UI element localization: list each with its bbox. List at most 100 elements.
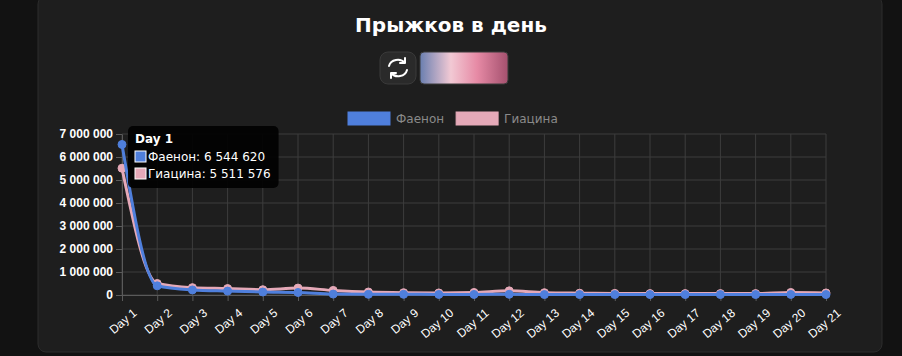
y-tick: 5 000 000 — [60, 173, 122, 187]
grid-line-x — [438, 134, 439, 295]
legend: Фаенон Гиацина — [348, 112, 558, 126]
legend-label[interactable]: Гиацина — [504, 112, 558, 126]
x-tick: Day 1 — [107, 295, 140, 337]
y-tick-label: 7 000 000 — [60, 127, 114, 141]
point[interactable] — [716, 291, 724, 299]
point[interactable] — [224, 287, 232, 295]
legend-item[interactable]: Гиацина — [456, 112, 558, 126]
grid-line-x — [474, 134, 475, 295]
point[interactable] — [118, 140, 126, 148]
x-tick-label: Day 1 — [107, 306, 140, 337]
axis-line — [122, 135, 123, 296]
x-tick-label: Day 7 — [318, 306, 351, 337]
thumbnail[interactable] — [420, 52, 508, 84]
point[interactable] — [540, 291, 548, 299]
grid-line-x — [579, 134, 580, 295]
tick-mark — [228, 295, 229, 301]
x-tick-label: Day 9 — [388, 306, 421, 337]
point[interactable] — [716, 290, 724, 298]
x-tick-label: Day 21 — [805, 306, 843, 341]
x-tick: Day 2 — [142, 295, 175, 337]
x-tick-label: Day 2 — [142, 306, 175, 337]
point[interactable] — [611, 291, 619, 299]
x-tick: Day 5 — [247, 295, 280, 337]
x-tick: Day 19 — [735, 295, 773, 341]
tick-mark — [122, 295, 123, 301]
x-tick-label: Day 19 — [735, 306, 773, 341]
y-axis: 01 000 0002 000 0003 000 0004 000 0005 0… — [60, 127, 123, 302]
point[interactable] — [752, 291, 760, 299]
grid-line-x — [509, 134, 510, 295]
y-tick-label: 1 000 000 — [60, 265, 114, 279]
x-tick: Day 11 — [454, 295, 492, 341]
point[interactable] — [787, 290, 795, 298]
point[interactable] — [364, 290, 372, 298]
x-tick: Day 7 — [318, 295, 351, 337]
y-tick: 7 000 000 — [60, 127, 122, 141]
x-tick-label: Day 13 — [524, 306, 562, 341]
refresh-icon[interactable] — [389, 58, 407, 78]
point[interactable] — [329, 290, 337, 298]
y-tick: 0 — [106, 288, 122, 302]
point[interactable] — [752, 290, 760, 298]
x-tick: Day 16 — [629, 295, 667, 341]
tooltip-line: Гиацина: 5 511 576 — [148, 167, 271, 181]
grid-line-x — [650, 134, 651, 295]
point[interactable] — [259, 288, 267, 296]
tick-mark — [116, 203, 122, 204]
y-tick: 2 000 000 — [60, 242, 122, 256]
x-tick: Day 21 — [805, 295, 843, 341]
y-tick-label: 4 000 000 — [60, 196, 114, 210]
point[interactable] — [153, 282, 161, 290]
point[interactable] — [294, 288, 302, 296]
grid-line-x — [755, 134, 756, 295]
legend-item[interactable]: Фаенон — [348, 112, 444, 126]
tick-mark — [116, 249, 122, 250]
grid-line-x — [720, 134, 721, 295]
point[interactable] — [681, 290, 689, 298]
button-bg[interactable] — [380, 52, 416, 84]
x-tick: Day 12 — [489, 295, 527, 341]
point[interactable] — [505, 290, 513, 298]
y-tick: 4 000 000 — [60, 196, 122, 210]
tooltip-line: Фаенон: 6 544 620 — [148, 150, 265, 164]
grid — [122, 134, 826, 295]
point[interactable] — [470, 290, 478, 298]
point[interactable] — [646, 291, 654, 299]
point[interactable] — [681, 291, 689, 299]
x-tick: Day 3 — [177, 295, 210, 337]
grid-line-x — [333, 134, 334, 295]
x-tick-label: Day 8 — [353, 306, 386, 337]
grid-line-x — [403, 134, 404, 295]
grid-line-x — [368, 134, 369, 295]
grid-line-x — [298, 134, 299, 295]
tick-mark — [116, 180, 122, 181]
grid-line-x — [122, 134, 123, 295]
x-tick-label: Day 17 — [665, 306, 703, 341]
x-tick: Day 17 — [665, 295, 703, 341]
y-tick: 1 000 000 — [60, 265, 122, 279]
x-tick-label: Day 6 — [283, 306, 316, 337]
point[interactable] — [400, 290, 408, 298]
tick-mark — [192, 295, 193, 301]
legend-swatch[interactable] — [456, 112, 498, 125]
legend-swatch[interactable] — [348, 112, 390, 125]
x-tick-label: Day 16 — [629, 306, 667, 341]
tick-mark — [157, 295, 158, 301]
point[interactable] — [435, 290, 443, 298]
tooltip-title: Day 1 — [135, 132, 173, 146]
x-tick-label: Day 10 — [418, 306, 456, 341]
point[interactable] — [646, 290, 654, 298]
legend-label[interactable]: Фаенон — [396, 112, 444, 126]
point[interactable] — [822, 291, 830, 299]
point[interactable] — [188, 286, 196, 294]
x-tick: Day 13 — [524, 295, 562, 341]
x-axis: Day 1Day 2Day 3Day 4Day 5Day 6Day 7Day 8… — [107, 295, 844, 341]
grid-line-x — [614, 134, 615, 295]
x-tick: Day 4 — [212, 295, 245, 337]
refresh-button[interactable] — [380, 52, 416, 84]
x-tick: Day 8 — [353, 295, 386, 337]
series-line — [122, 144, 826, 294]
card — [38, 0, 882, 352]
point[interactable] — [576, 291, 584, 299]
